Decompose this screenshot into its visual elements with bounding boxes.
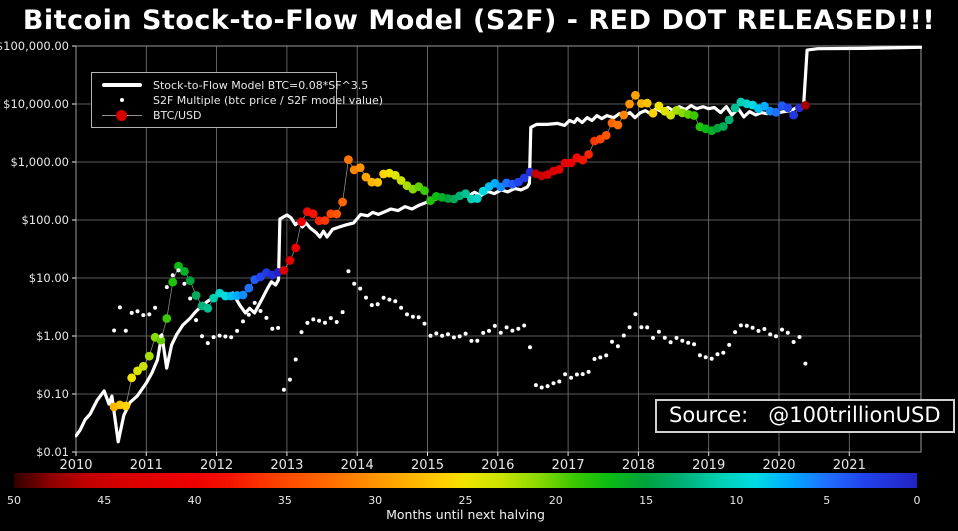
svg-text:2012: 2012 [200,458,233,473]
svg-text:2018: 2018 [622,458,655,473]
legend-label-multiple: S2F Multiple (btc price / S2F model valu… [153,93,384,107]
svg-text:$1.00: $1.00 [36,329,69,343]
svg-text:$100,000.00: $100,000.00 [0,39,69,53]
svg-text:$10,000.00: $10,000.00 [3,97,69,111]
svg-text:45: 45 [97,494,111,507]
svg-text:10: 10 [729,494,743,507]
svg-text:$100.00: $100.00 [21,213,69,227]
chart-title: Bitcoin Stock-to-Flow Model (S2F) - RED … [22,5,936,36]
svg-text:25: 25 [459,494,473,507]
svg-text:5: 5 [823,494,830,507]
legend-item-multiple: S2F Multiple (btc price / S2F model valu… [98,93,383,107]
svg-text:15: 15 [639,494,653,507]
source-handle: @100trillionUSD [768,403,941,427]
model-line-swatch-icon [98,83,146,87]
svg-text:30: 30 [368,494,382,507]
legend-item-model: Stock-to-Flow Model BTC=0.08*SF^3.5 [98,78,368,92]
svg-text:$0.10: $0.10 [36,387,69,401]
svg-text:2013: 2013 [270,458,303,473]
legend-label-btcusd: BTC/USD [153,108,202,122]
svg-text:Months until next halving: Months until next halving [386,507,545,522]
legend-item-btcusd: BTC/USD [98,108,330,122]
svg-text:2010: 2010 [59,458,92,473]
svg-text:$0.01: $0.01 [36,445,69,459]
s2f-multiple-dot-swatch-icon [98,98,146,102]
svg-text:35: 35 [278,494,292,507]
svg-text:2015: 2015 [411,458,444,473]
svg-text:2020: 2020 [762,458,795,473]
source-attribution: Source: @100trillionUSD [655,399,955,433]
btc-usd-red-dot-swatch-icon [98,109,146,121]
svg-text:0: 0 [914,494,921,507]
svg-text:$10.00: $10.00 [29,271,69,285]
source-label: Source: [669,403,749,427]
svg-text:2019: 2019 [692,458,725,473]
svg-text:2016: 2016 [481,458,514,473]
chart-legend: Stock-to-Flow Model BTC=0.08*SF^3.5 S2F … [91,72,383,128]
svg-text:2021: 2021 [833,458,866,473]
svg-text:50: 50 [7,494,21,507]
svg-text:2014: 2014 [341,458,374,473]
svg-text:40: 40 [188,494,202,507]
svg-text:2011: 2011 [130,458,163,473]
svg-text:20: 20 [549,494,563,507]
svg-text:$1,000.00: $1,000.00 [10,155,69,169]
legend-label-model: Stock-to-Flow Model BTC=0.08*SF^3.5 [153,78,369,92]
svg-text:2017: 2017 [552,458,585,473]
